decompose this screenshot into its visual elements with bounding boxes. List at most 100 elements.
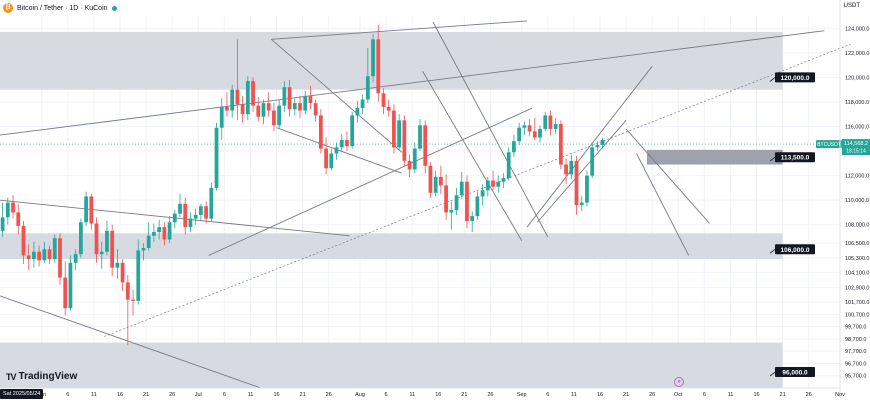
candle: [105, 221, 109, 256]
candle: [125, 275, 130, 346]
y-tick-label: 124,000.0: [845, 26, 869, 32]
candle: [235, 39, 240, 121]
candle-body: [412, 148, 417, 170]
candle-body: [350, 115, 355, 147]
candle-body: [136, 250, 141, 301]
candle-body: [172, 213, 177, 223]
candle: [350, 111, 355, 149]
candle: [480, 184, 485, 206]
candle: [579, 196, 584, 212]
candle-body: [438, 176, 443, 186]
candle: [178, 194, 182, 218]
candle: [318, 109, 323, 154]
candle: [52, 234, 57, 263]
candle: [32, 241, 36, 268]
candle-body: [178, 203, 182, 214]
currency-label[interactable]: USDT: [843, 3, 860, 9]
trendline: [0, 295, 262, 389]
candle: [407, 154, 412, 177]
x-tick-label: Jul: [195, 392, 202, 398]
x-tick-label: Nov: [835, 392, 845, 398]
goto-realtime-icon[interactable]: »: [674, 377, 684, 387]
candle-body: [272, 110, 276, 126]
candle: [58, 233, 62, 285]
candle-body: [99, 251, 104, 255]
x-tick-label: 6: [546, 392, 549, 398]
candle-body: [94, 223, 99, 255]
x-tick-label: 11: [728, 392, 734, 398]
candle-body: [256, 105, 261, 117]
candle: [172, 209, 177, 229]
trendline: [636, 153, 690, 256]
candle: [543, 111, 548, 132]
candle-body: [84, 196, 88, 223]
candle: [381, 88, 386, 115]
candle: [37, 245, 42, 267]
candle-body: [381, 93, 386, 107]
x-axis: Jun611162126Jul611162126Aug611162126Sep6…: [37, 392, 845, 398]
candle: [548, 110, 553, 136]
candle: [84, 191, 88, 226]
candle: [496, 175, 501, 193]
candle: [392, 104, 396, 154]
candle-body: [402, 120, 407, 161]
candle-body: [313, 103, 318, 116]
candle-body: [522, 125, 527, 128]
symbol-header[interactable]: ₿ Bitcoin / Tether · 1D · KuCoin: [0, 0, 117, 16]
candle-body: [235, 89, 240, 105]
level-label-text: 113,500.0: [781, 155, 810, 162]
level-label-bg: [775, 72, 815, 83]
candle: [68, 255, 73, 311]
candle-body: [329, 153, 334, 169]
candle-body: [407, 160, 412, 170]
x-tick-label: 6: [385, 392, 388, 398]
candle: [209, 182, 214, 222]
candle-body: [475, 196, 480, 217]
candle-body: [115, 262, 120, 268]
candle: [136, 239, 141, 305]
candle: [512, 135, 516, 158]
trendline: [422, 71, 523, 241]
level-label-text: 96,000.0: [782, 370, 808, 377]
candle: [0, 202, 5, 237]
y-tick-label: 116,000.0: [845, 124, 869, 130]
x-tick-label: Sep: [517, 392, 527, 398]
x-tick-label: 16: [753, 392, 759, 398]
candle-body: [371, 39, 375, 77]
tradingview-logo[interactable]: TV TradingView: [6, 371, 77, 382]
candle: [26, 244, 31, 271]
candle: [371, 34, 375, 83]
candle-body: [365, 76, 370, 100]
y-axis: 124,000.0 122,000.0 120,000.0 118,000.0 116,…: [845, 26, 869, 379]
candle-body: [485, 180, 490, 191]
candle-body: [480, 190, 485, 197]
x-tick-label: 26: [806, 392, 812, 398]
candle: [47, 245, 52, 264]
candle: [470, 211, 475, 233]
level-label-bg: [775, 367, 815, 378]
y-tick-label: 98,700.0: [845, 337, 866, 343]
candle: [63, 261, 68, 316]
candle-body: [444, 185, 448, 213]
candle-body: [360, 99, 365, 109]
candle: [162, 222, 167, 246]
candle-body: [78, 222, 83, 255]
candle-body: [287, 87, 292, 110]
candle-body: [230, 89, 235, 111]
y-tick-label: 102,900.0: [845, 285, 869, 291]
candle-body: [386, 106, 391, 111]
candle-body: [376, 39, 381, 94]
candle-body: [251, 81, 255, 106]
candle: [240, 95, 245, 123]
y-tick-label: 99,700.0: [845, 325, 866, 331]
x-tick-label: Aug: [355, 392, 365, 398]
candle: [365, 47, 370, 104]
candle: [454, 187, 459, 215]
candle: [266, 92, 271, 117]
x-tick-label: 26: [326, 392, 332, 398]
candle-body: [553, 124, 558, 129]
candle-body: [543, 115, 548, 129]
candle: [282, 81, 287, 112]
candle-body: [501, 178, 506, 182]
